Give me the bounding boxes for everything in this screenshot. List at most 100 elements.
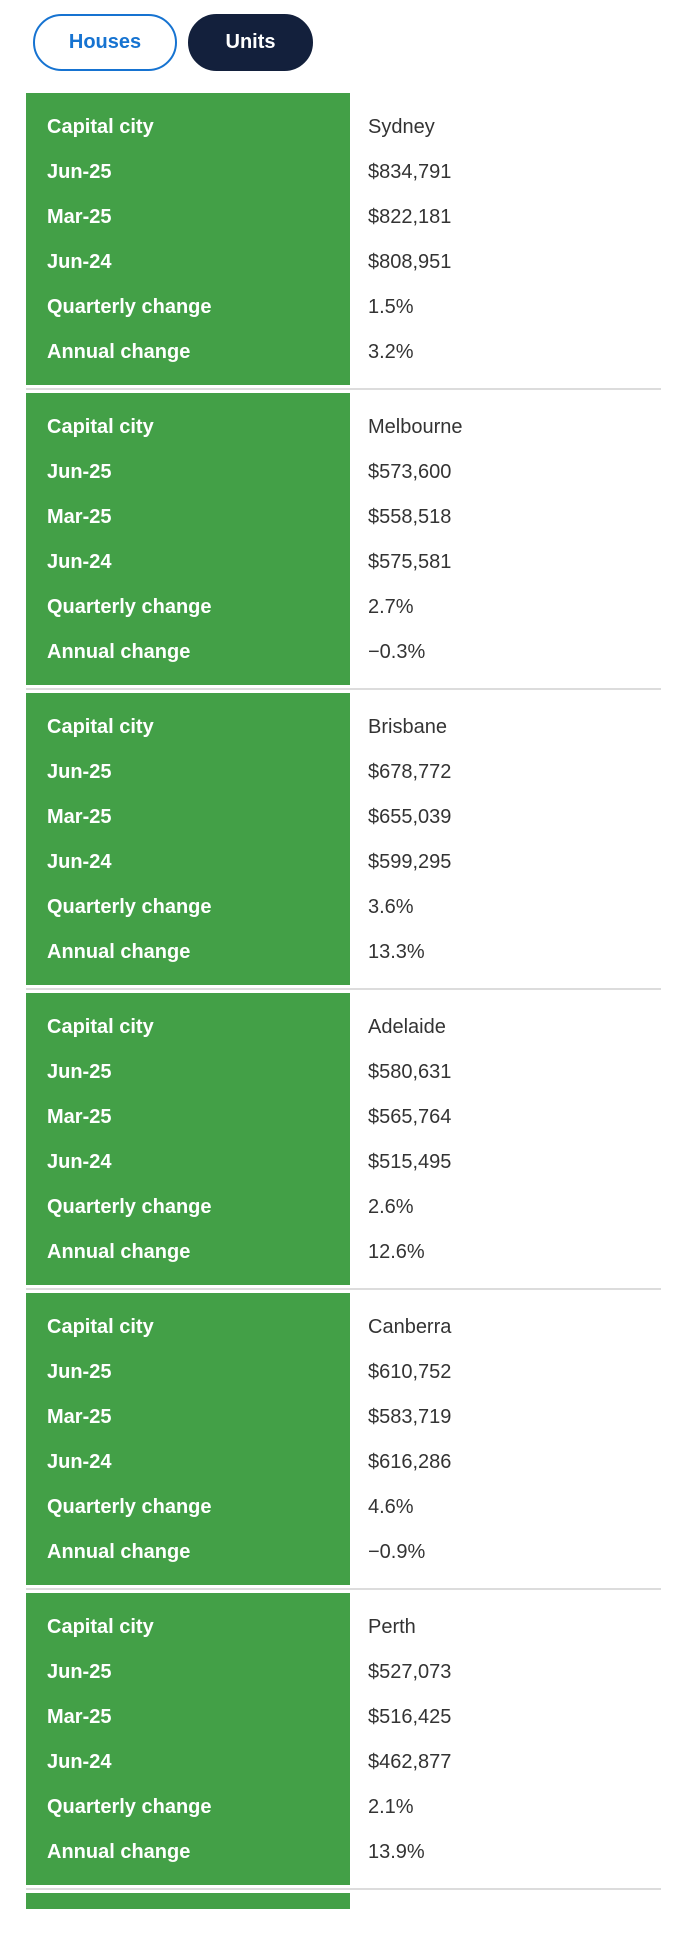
- row-value: 2.7%: [368, 596, 414, 618]
- row-label: Jun-25: [47, 1361, 112, 1383]
- table-section: Capital city Jun-25 Mar-25 Jun-24 Quarterly …: [26, 393, 661, 690]
- row-value: $462,877: [368, 1751, 452, 1773]
- row-value: −0.9%: [368, 1541, 426, 1563]
- table-section: Capital city Jun-25 Mar-25 Jun-24 Quarterly …: [26, 1593, 661, 1890]
- truncated-next-section-stub: [26, 1893, 350, 1909]
- row-value: $678,772: [368, 761, 452, 783]
- row-label: Jun-24: [47, 1151, 112, 1173]
- row-label: Capital city: [47, 116, 154, 138]
- row-value: Canberra: [368, 1316, 452, 1338]
- label-column: Capital city Jun-25 Mar-25 Jun-24 Quarterly …: [26, 693, 350, 985]
- section-body: Capital city Jun-25 Mar-25 Jun-24 Quarterly …: [26, 693, 661, 985]
- row-value: $822,181: [368, 206, 452, 228]
- row-value: −0.3%: [368, 641, 426, 663]
- row-value: $583,719: [368, 1406, 452, 1428]
- row-label: Annual change: [47, 1841, 191, 1863]
- row-label: Mar-25: [47, 1406, 112, 1428]
- row-label: Capital city: [47, 1016, 154, 1038]
- section-body: Capital city Jun-25 Mar-25 Jun-24 Quarterly …: [26, 393, 661, 685]
- value-column: Brisbane $678,772 $655,039 $599,295 3.6% 13.3…: [350, 693, 661, 985]
- row-label: Quarterly change: [47, 1196, 212, 1218]
- value-column: Adelaide $580,631 $565,764 $515,495 2.6% 12.6…: [350, 993, 661, 1285]
- row-label: Capital city: [47, 1316, 154, 1338]
- row-value: Perth: [368, 1616, 416, 1638]
- row-label: Annual change: [47, 1541, 191, 1563]
- row-label: Mar-25: [47, 1106, 112, 1128]
- row-label: Annual change: [47, 341, 191, 363]
- label-column: Capital city Jun-25 Mar-25 Jun-24 Quarterly …: [26, 1593, 350, 1885]
- row-label: Capital city: [47, 1616, 154, 1638]
- table-section: Capital city Jun-25 Mar-25 Jun-24 Quarterly …: [26, 1293, 661, 1590]
- row-label: Mar-25: [47, 1706, 112, 1728]
- row-value: 4.6%: [368, 1496, 414, 1518]
- value-column: Perth $527,073 $516,425 $462,877 2.1% 13.9%: [350, 1593, 661, 1885]
- row-label: Mar-25: [47, 806, 112, 828]
- row-label: Jun-24: [47, 551, 112, 573]
- section-body: Capital city Jun-25 Mar-25 Jun-24 Quarterly …: [26, 1593, 661, 1885]
- row-value: $573,600: [368, 461, 452, 483]
- row-value: 12.6%: [368, 1241, 425, 1263]
- label-column: Capital city Jun-25 Mar-25 Jun-24 Quarterly …: [26, 1293, 350, 1585]
- price-table: Capital city Jun-25 Mar-25 Jun-24 Quarterly …: [26, 93, 661, 1909]
- label-column: Capital city Jun-25 Mar-25 Jun-24 Quarterly …: [26, 93, 350, 385]
- row-value: Adelaide: [368, 1016, 446, 1038]
- row-value: 1.5%: [368, 296, 414, 318]
- row-label: Annual change: [47, 641, 191, 663]
- row-value: 3.2%: [368, 341, 414, 363]
- row-value: $565,764: [368, 1106, 452, 1128]
- row-value: Brisbane: [368, 716, 447, 738]
- row-value: $558,518: [368, 506, 452, 528]
- row-label: Mar-25: [47, 506, 112, 528]
- table-section: Capital city Jun-25 Mar-25 Jun-24 Quarterly …: [26, 693, 661, 990]
- row-value: 2.1%: [368, 1796, 414, 1818]
- row-label: Capital city: [47, 416, 154, 438]
- row-label: Jun-25: [47, 1061, 112, 1083]
- row-label: Quarterly change: [47, 1496, 212, 1518]
- row-value: $516,425: [368, 1706, 452, 1728]
- row-label: Jun-25: [47, 161, 112, 183]
- row-label: Jun-24: [47, 1751, 112, 1773]
- row-value: 13.9%: [368, 1841, 425, 1863]
- label-column: Capital city Jun-25 Mar-25 Jun-24 Quarterly …: [26, 993, 350, 1285]
- row-value: Sydney: [368, 116, 435, 138]
- row-value: $580,631: [368, 1061, 452, 1083]
- row-label: Jun-25: [47, 1661, 112, 1683]
- table-section: Capital city Jun-25 Mar-25 Jun-24 Quarterly …: [26, 993, 661, 1290]
- row-label: Mar-25: [47, 206, 112, 228]
- row-value: 2.6%: [368, 1196, 414, 1218]
- row-label: Jun-24: [47, 851, 112, 873]
- value-column: Melbourne $573,600 $558,518 $575,581 2.7% −0.…: [350, 393, 661, 685]
- row-label: Quarterly change: [47, 296, 212, 318]
- row-label: Jun-24: [47, 251, 112, 273]
- units-toggle-button[interactable]: Units: [188, 14, 313, 71]
- row-value: $527,073: [368, 1661, 452, 1683]
- value-column: Canberra $610,752 $583,719 $616,286 4.6% −0.9…: [350, 1293, 661, 1585]
- houses-toggle-button[interactable]: Houses: [33, 14, 177, 71]
- row-value: $616,286: [368, 1451, 452, 1473]
- row-label: Annual change: [47, 1241, 191, 1263]
- row-value: $599,295: [368, 851, 452, 873]
- row-label: Annual change: [47, 941, 191, 963]
- section-body: Capital city Jun-25 Mar-25 Jun-24 Quarterly …: [26, 993, 661, 1285]
- row-label: Quarterly change: [47, 596, 212, 618]
- value-column: Sydney $834,791 $822,181 $808,951 1.5% 3.2%: [350, 93, 661, 385]
- row-value: 3.6%: [368, 896, 414, 918]
- row-value: $515,495: [368, 1151, 452, 1173]
- row-label: Jun-25: [47, 761, 112, 783]
- row-value: $610,752: [368, 1361, 452, 1383]
- label-column: Capital city Jun-25 Mar-25 Jun-24 Quarterly …: [26, 393, 350, 685]
- row-value: 13.3%: [368, 941, 425, 963]
- row-value: Melbourne: [368, 416, 463, 438]
- row-label: Jun-24: [47, 1451, 112, 1473]
- row-label: Quarterly change: [47, 896, 212, 918]
- table-section: Capital city Jun-25 Mar-25 Jun-24 Quarterly …: [26, 93, 661, 390]
- table-sections: Capital city Jun-25 Mar-25 Jun-24 Quarterly …: [26, 93, 661, 1890]
- row-label: Jun-25: [47, 461, 112, 483]
- row-label: Quarterly change: [47, 1796, 212, 1818]
- section-body: Capital city Jun-25 Mar-25 Jun-24 Quarterly …: [26, 93, 661, 385]
- row-label: Capital city: [47, 716, 154, 738]
- row-value: $575,581: [368, 551, 452, 573]
- property-type-toggle: Houses Units: [0, 0, 696, 71]
- row-value: $808,951: [368, 251, 452, 273]
- section-body: Capital city Jun-25 Mar-25 Jun-24 Quarterly …: [26, 1293, 661, 1585]
